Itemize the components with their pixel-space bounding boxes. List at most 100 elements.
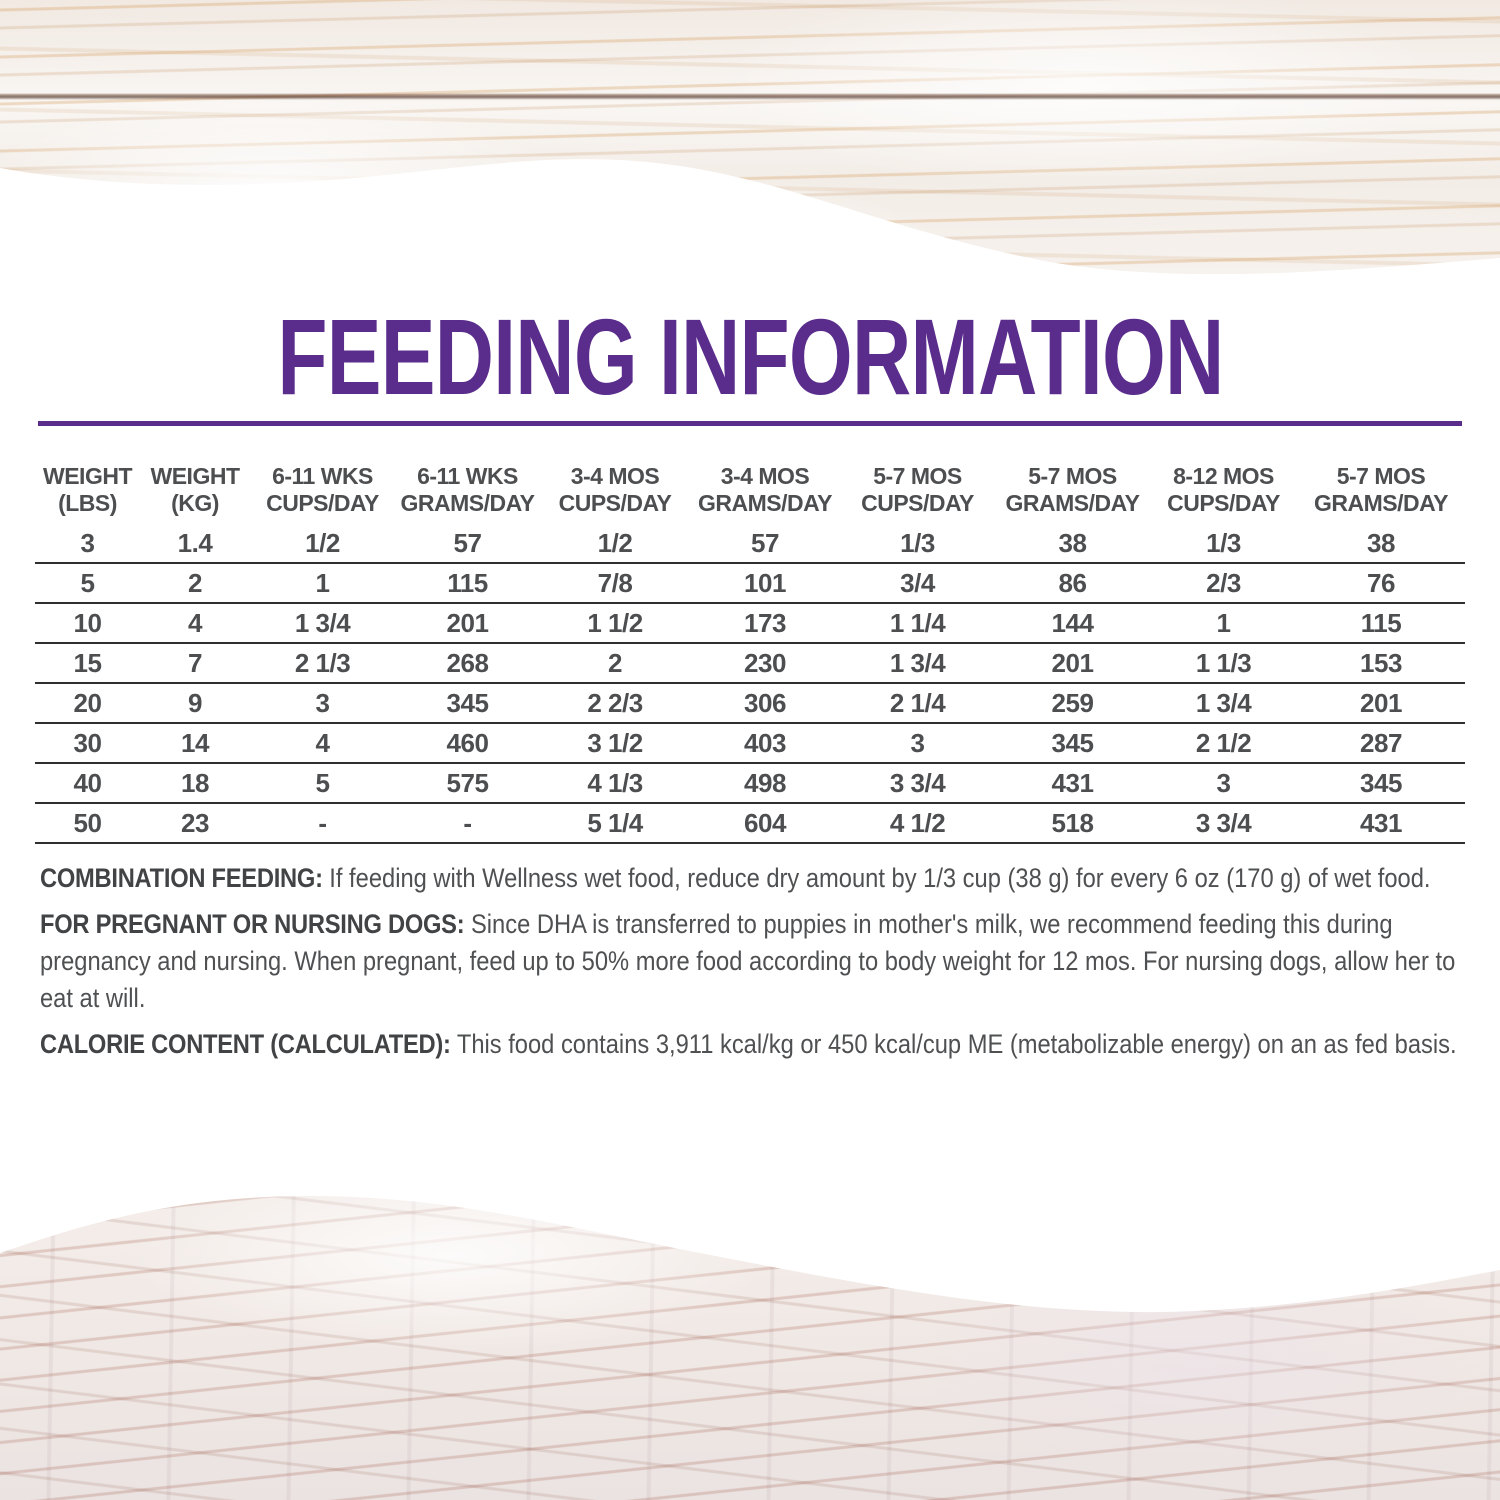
table-row: 50 23 - - 5 1/4 604 4 1/2 518 3 3/4 431 [35,804,1465,844]
table-cell: 18 [181,767,209,798]
bottom-wave-shape [0,1150,1500,1313]
table-cell: 2 1/3 [294,647,351,678]
table-cell: 1/3 [1206,527,1241,558]
header-cell: 6-11 WKS CUPS/DAY [266,463,379,516]
table-cell: 1 [315,567,330,598]
table-cell: 259 [1051,687,1094,718]
table-cell: 1 1/4 [889,607,946,638]
table-cell: 38 [1058,527,1087,558]
table-cell: 4 [188,607,202,638]
table-cell: 3 [315,687,330,718]
table-cell: 86 [1058,567,1087,598]
table-cell: 5 [315,767,330,798]
table-cell: 306 [744,687,786,718]
table-cell: 4 [315,727,330,758]
table-row: 3 1.4 1/2 57 1/2 57 1/3 38 1/3 38 [35,524,1465,564]
table-cell: 604 [744,807,786,838]
table-cell: - [463,807,472,838]
table-cell: 1/3 [900,527,935,558]
table-cell: 431 [1360,807,1402,838]
table-cell: 1/2 [597,527,633,558]
header-cell: 3-4 MOS CUPS/DAY [558,463,672,516]
table-cell: 14 [181,727,209,758]
table-cell: 173 [744,607,786,638]
table-cell: 3 3/4 [889,767,946,798]
table-cell: 3 [80,527,95,558]
note-text: If feeding with Wellness wet food, reduc… [329,863,1431,893]
table-cell: 2/3 [1206,567,1241,598]
table-cell: 115 [1360,607,1402,638]
table-cell: 1.4 [177,527,213,558]
table-row: 40 18 5 575 4 1/3 498 3 3/4 431 3 345 [35,764,1465,804]
table-cell: 3 [910,727,925,758]
table-cell: 201 [1051,647,1094,678]
table-cell: 4 1/2 [889,807,946,838]
table-cell: 144 [1051,607,1094,638]
table-cell: 50 [73,807,102,838]
table-cell: 76 [1367,567,1395,598]
table-cell: 2 [608,647,622,678]
note-text: This food contains 3,911 kcal/kg or 450 … [456,1029,1457,1059]
header-cell: 3-4 MOS GRAMS/DAY [698,463,832,516]
header-cell: WEIGHT (KG) [150,463,241,516]
table-cell: 2 1/4 [889,687,946,718]
table-cell: 575 [446,767,489,798]
table-cell: 7 [188,647,202,678]
wood-texture-bottom [0,1150,1500,1500]
table-cell: 1/2 [305,527,340,558]
table-cell: 153 [1360,647,1402,678]
table-cell: 403 [744,727,786,758]
table-cell: 345 [1360,767,1402,798]
header-cell: WEIGHT (LBS) [43,463,133,516]
table-row: 10 4 1 3/4 201 1 1/2 173 1 1/4 144 1 115 [35,604,1465,644]
table-cell: 3 3/4 [1195,807,1252,838]
note-text: Since DHA is transferred to puppies in m… [40,909,1456,1013]
note-label: FOR PREGNANT OR NURSING DOGS: [40,909,465,939]
table-cell: 5 [80,567,95,598]
table-cell: 431 [1051,767,1094,798]
table-cell: 15 [73,647,102,678]
table-cell: 57 [751,527,779,558]
table-cell: 1 3/4 [294,607,351,638]
table-cell: 10 [73,607,102,638]
table-cell: 345 [1051,727,1094,758]
header-cell: 6-11 WKS GRAMS/DAY [400,463,535,516]
table-cell: 3 [1216,767,1231,798]
header-cell: 5-7 MOS CUPS/DAY [861,463,974,516]
table-cell: 460 [446,727,489,758]
table-cell: 1 3/4 [889,647,946,678]
table-cell: 101 [744,567,786,598]
table-cell: 1 1/3 [1195,647,1252,678]
top-wave-shape [0,159,1500,300]
header-cell: 8-12 MOS CUPS/DAY [1167,463,1280,516]
table-cell: 2 1/2 [1195,727,1252,758]
table-body: 3 1.4 1/2 57 1/2 57 1/3 38 1/3 38 5 2 1 115 7/8 101 3/4 8… [35,524,1465,844]
note-label: CALORIE CONTENT (CALCULATED): [40,1029,451,1059]
table-row: 15 7 2 1/3 268 2 230 1 3/4 201 1 1/3 153 [35,644,1465,684]
table-cell: 40 [73,767,102,798]
table-cell: 345 [446,687,489,718]
table-cell: 1 3/4 [1195,687,1252,718]
table-cell: 23 [181,807,209,838]
wood-texture-top [0,0,1500,300]
table-cell: 1 1/2 [587,607,643,638]
feeding-table: WEIGHT (LBS) WEIGHT (KG) 6-11 WKS CUPS/DAY 6-1… [35,463,1465,844]
note-label: COMBINATION FEEDING: [40,863,323,893]
table-cell: 498 [744,767,786,798]
table-cell: 4 1/3 [587,767,643,798]
table-cell: - [318,807,327,838]
table-row: 20 9 3 345 2 2/3 306 2 1/4 259 1 3/4 201 [35,684,1465,724]
table-cell: 7/8 [597,567,633,598]
table-cell: 2 [188,567,202,598]
table-cell: 30 [73,727,102,758]
note-combination-feeding: COMBINATION FEEDING: If feeding with Wel… [40,860,1480,897]
table-cell: 20 [73,687,102,718]
page-title: FEEDING INFORMATION [276,296,1224,417]
title-underline [38,421,1462,426]
feeding-notes: COMBINATION FEEDING: If feeding with Wel… [40,860,1480,1072]
table-cell: 230 [744,647,786,678]
table-row: 30 14 4 460 3 1/2 403 3 345 2 1/2 287 [35,724,1465,764]
table-row: 5 2 1 115 7/8 101 3/4 86 2/3 76 [35,564,1465,604]
table-cell: 201 [446,607,489,638]
